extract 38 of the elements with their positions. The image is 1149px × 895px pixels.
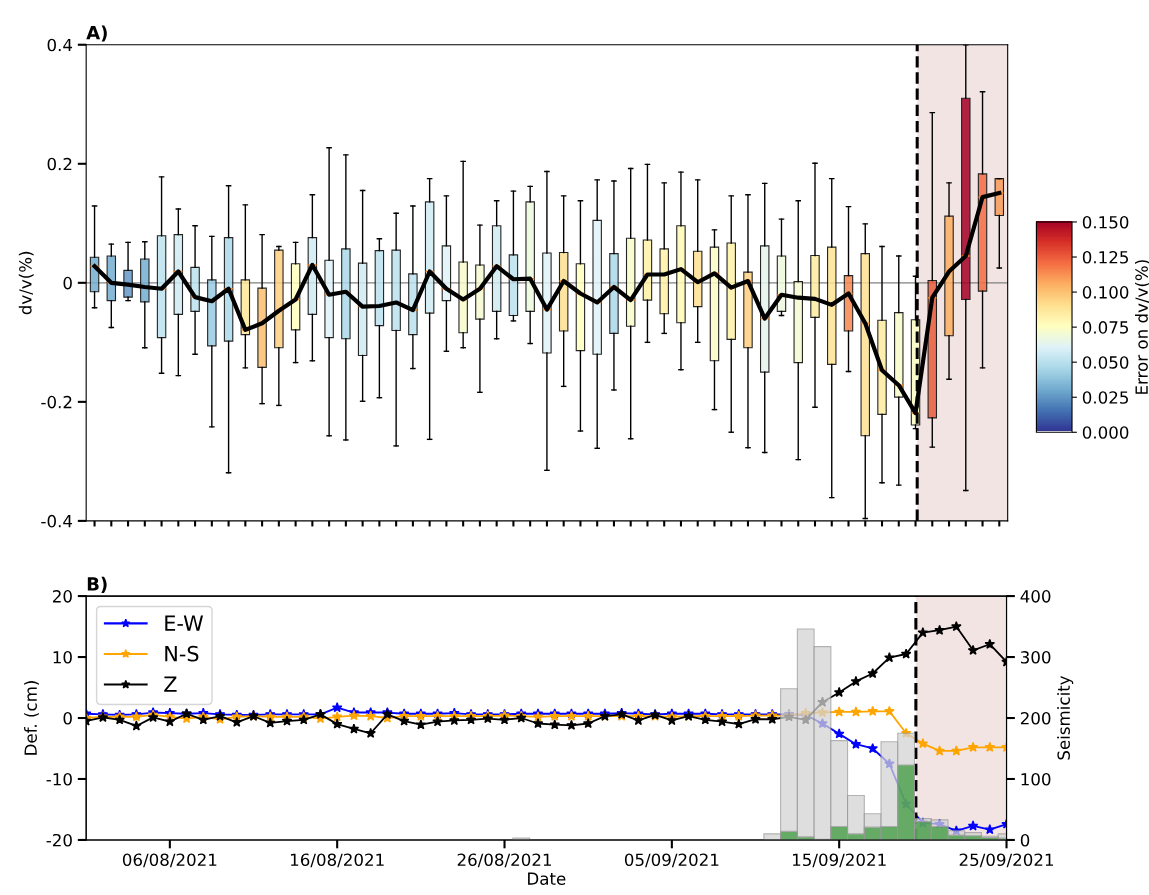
y2-tick-label: 300: [1020, 651, 1051, 664]
y2-tick-label: 100: [1021, 772, 1051, 786]
color-bar-label: 0.025: [1082, 391, 1128, 404]
x-tick-label: 26/08/2021: [457, 853, 552, 868]
x-tick-label: 05/09/2021: [624, 853, 719, 868]
y-tick-label: -10: [46, 772, 72, 786]
legend-label: E-W: [165, 615, 204, 631]
legend-label: N-S: [165, 645, 199, 662]
color-bar-label: 0.125: [1082, 250, 1128, 264]
y-tick-label: 10: [53, 651, 72, 664]
y-tick-label: -0.2: [41, 395, 72, 409]
legend-label: Z: [164, 676, 177, 692]
y-tick-label: -0.4: [41, 514, 73, 528]
chart-title: A): [86, 25, 107, 42]
color-bar-label: 0.075: [1082, 321, 1128, 334]
y-axis-title: dv/v(%): [18, 251, 34, 315]
x-axis-title: Date: [528, 872, 566, 885]
color-bar-label: 0.050: [1082, 356, 1129, 369]
y-tick-label: -20: [46, 833, 72, 847]
x-tick-label: 16/08/2021: [290, 853, 384, 868]
y-tick-label: 0.4: [47, 38, 73, 52]
color-bar-label: 0.000: [1082, 426, 1129, 439]
y2-tick-label: 0: [1020, 833, 1030, 847]
x-tick-label: 15/09/2021: [792, 853, 886, 868]
color-bar-label: 0.150: [1082, 215, 1129, 229]
y-tick-label: 0: [63, 711, 72, 725]
y-tick-label: 0.2: [47, 157, 72, 171]
chart-title: B): [87, 576, 107, 593]
color-bar-title: Error on dv/v(%): [1135, 260, 1149, 394]
x-tick-label: 06/08/2021: [122, 853, 217, 868]
y-tick-label: 0: [63, 276, 72, 290]
y2-tick-label: 400: [1020, 590, 1051, 603]
color-bar-label: 0.100: [1082, 286, 1129, 299]
y2-tick-label: 200: [1020, 711, 1051, 725]
y-tick-label: 20: [52, 590, 72, 603]
y2-axis-title: Seismicity: [1057, 675, 1074, 760]
x-tick-label: 25/09/2021: [959, 853, 1054, 868]
y-axis-title: Def. (cm): [24, 681, 39, 755]
